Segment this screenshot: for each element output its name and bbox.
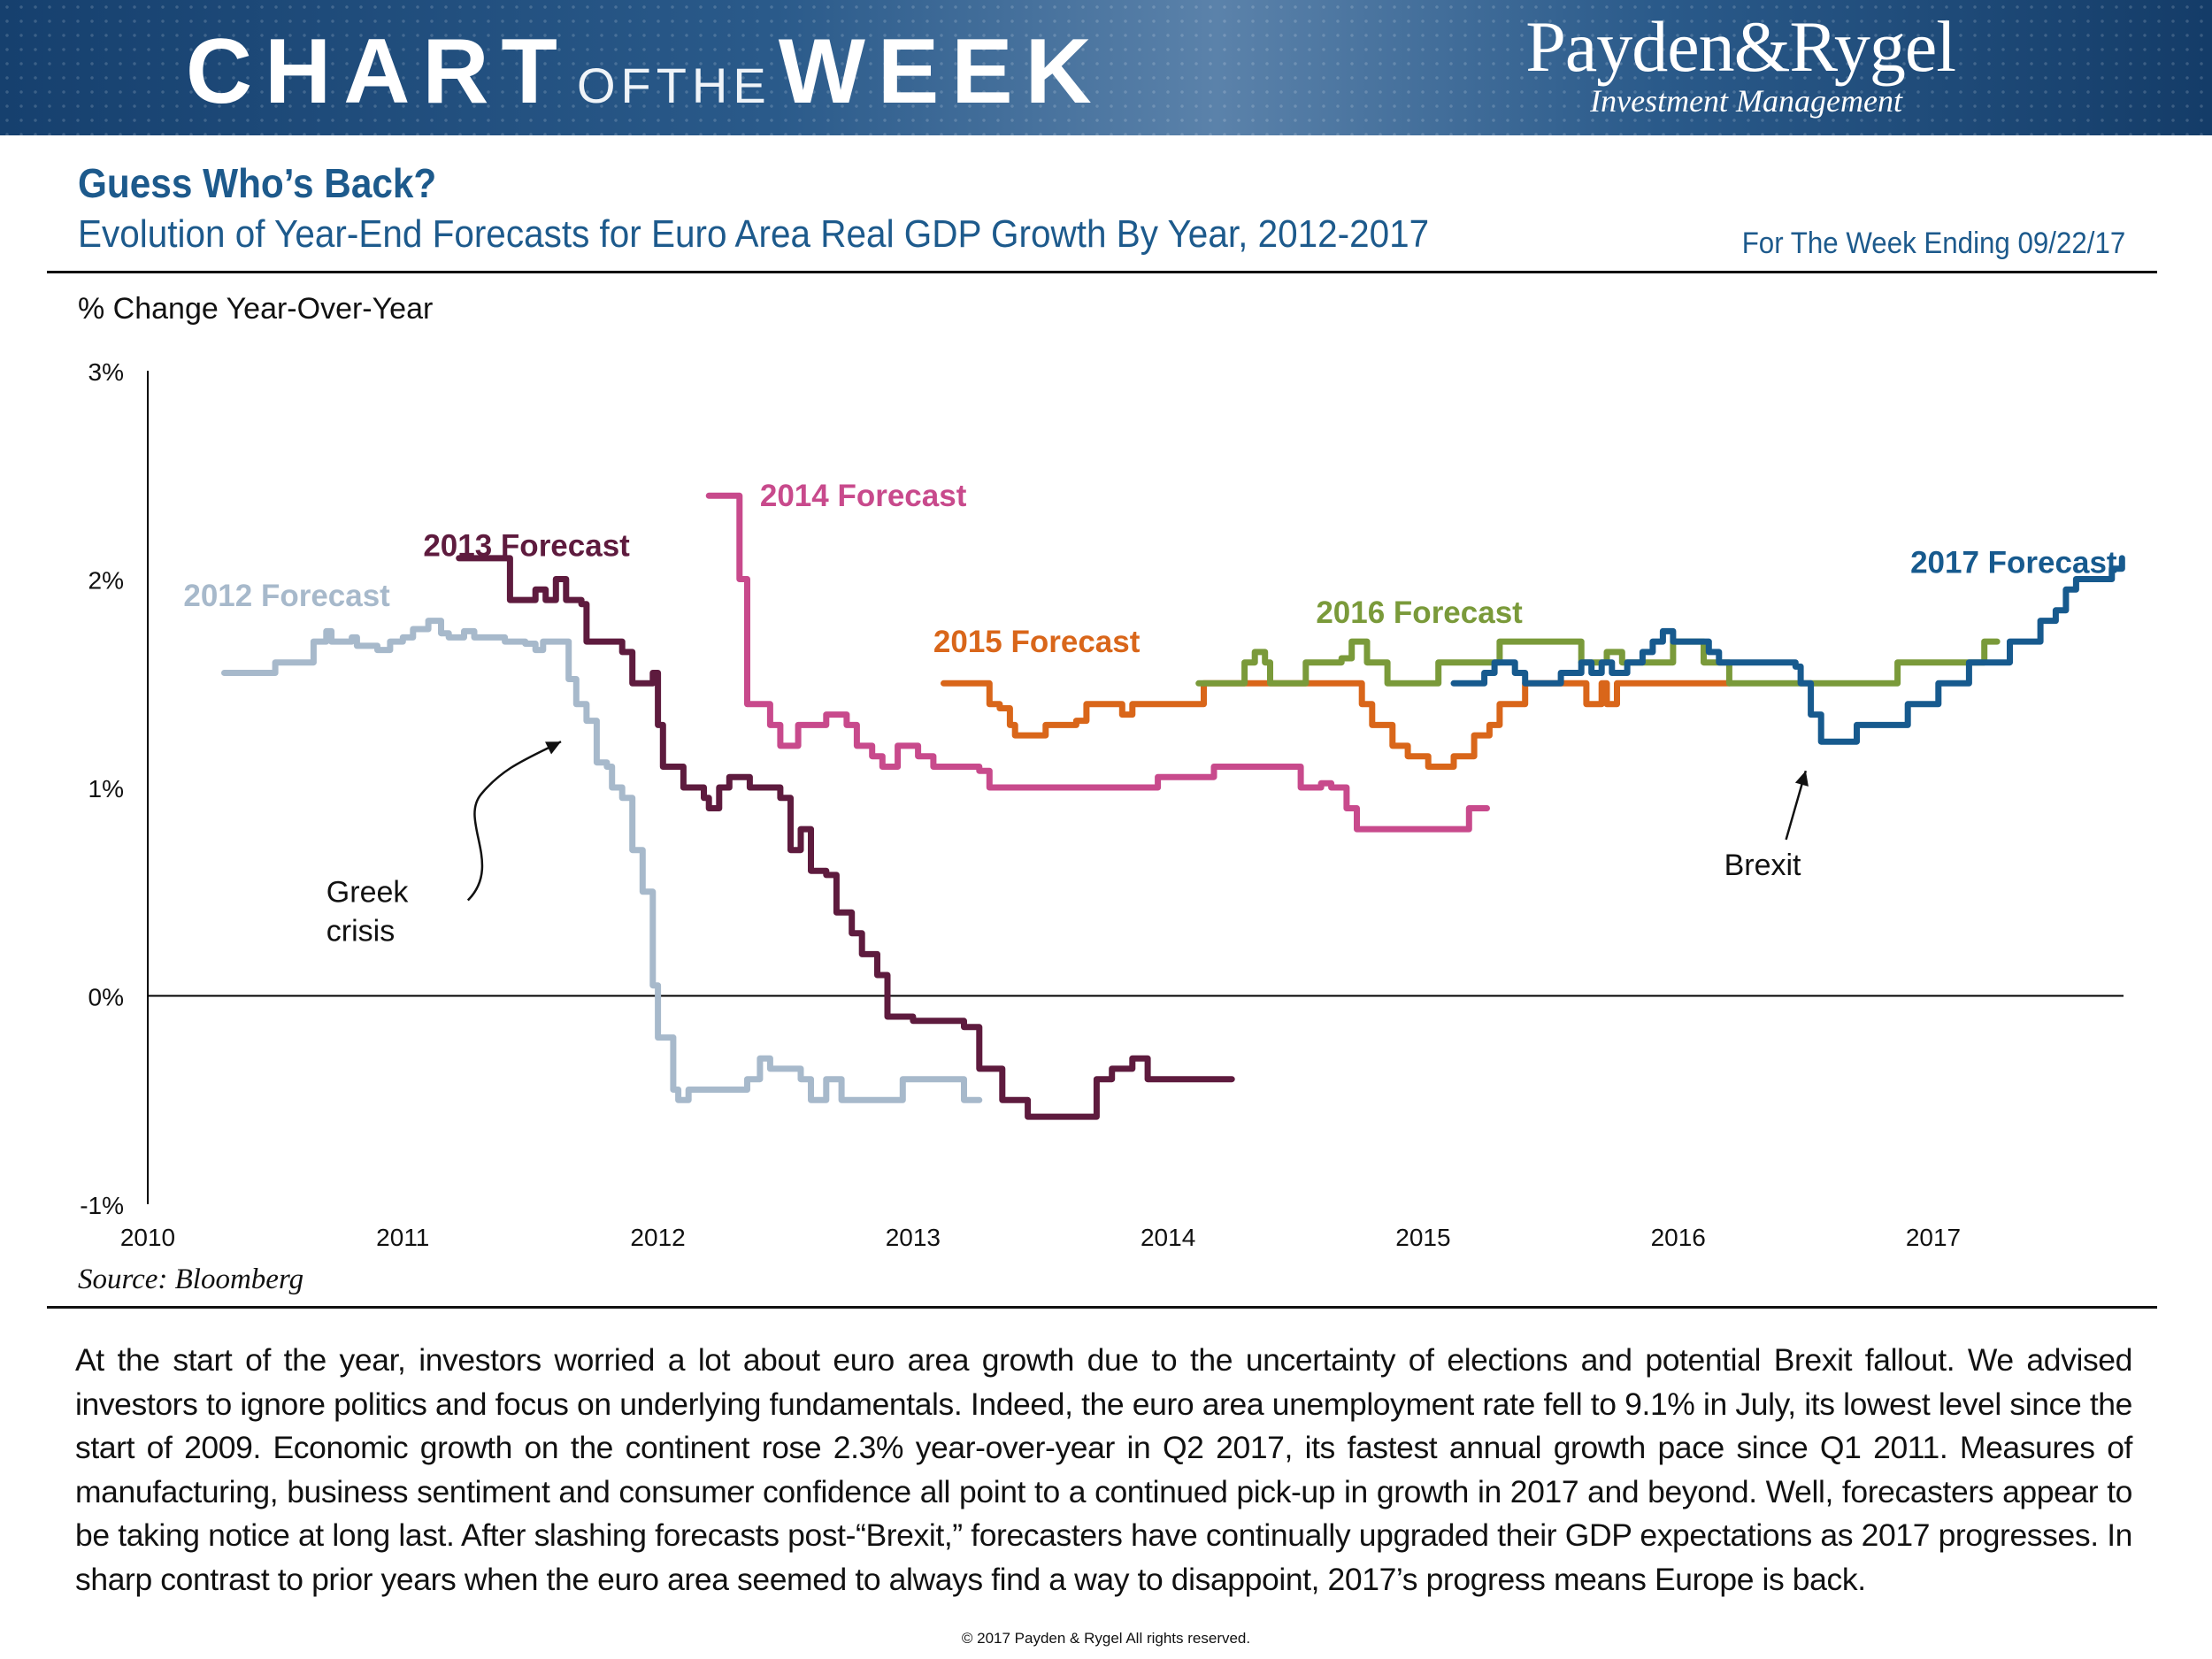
commentary-text: At the start of the year, investors worr…: [75, 1342, 2132, 1597]
x-tick-label: 2014: [1141, 1224, 1195, 1251]
series-label: 2014 Forecast: [760, 479, 967, 513]
x-tick-label: 2011: [376, 1224, 429, 1251]
source-note: Source: Bloomberg: [78, 1263, 304, 1295]
series-label: 2013 Forecast: [423, 529, 630, 564]
annotation-arrowhead: [1794, 771, 1809, 787]
chart-of-the-week-logo: CHART OFTHE WEEK: [186, 19, 1104, 123]
bottom-divider: [47, 1306, 2157, 1309]
week-ending: For The Week Ending 09/22/17: [1741, 227, 2125, 260]
top-divider: [47, 271, 2157, 273]
x-tick-label: 2015: [1395, 1224, 1450, 1251]
x-tick-label: 2017: [1906, 1224, 1961, 1251]
logo-week: WEEK: [778, 20, 1104, 123]
chart: 3% 2% 1% 0% -1% 2010 2011 2012 2013 2014 2015 2016 2…: [80, 358, 2125, 1251]
series-line-2012-forecast: [221, 618, 983, 1103]
series-line-2016-forecast: [1195, 638, 2001, 687]
y-tick-label: 3%: [88, 358, 124, 386]
series-label: 2015 Forecast: [933, 625, 1141, 659]
annotation-arrowhead: [545, 741, 562, 755]
logo-name: Payden&Rygel: [1525, 6, 1956, 87]
annotation-text: Greek: [326, 876, 410, 910]
series-line-2014-forecast: [705, 492, 1490, 833]
x-tick-label: 2016: [1651, 1224, 1706, 1251]
y-tick-label: -1%: [80, 1192, 124, 1219]
y-tick-label: 0%: [88, 984, 124, 1011]
logo-chart: CHART: [186, 20, 570, 123]
chart-series: [221, 492, 2125, 1120]
annotation-text: crisis: [326, 915, 395, 949]
logo-subtitle: Investment Management: [1590, 83, 1902, 119]
banner-texture: [0, 0, 2212, 135]
annotation-arrow: [466, 741, 562, 902]
logo-ofthe: OFTHE: [576, 58, 772, 113]
x-tick-label: 2012: [630, 1224, 685, 1251]
x-tick-label: 2013: [886, 1224, 941, 1251]
series-line-2013-forecast: [456, 555, 1235, 1120]
banner: CHART OFTHE WEEK Payden&Rygel Investment…: [0, 0, 2212, 135]
chart-annotations: Greek crisis Brexit: [326, 741, 1809, 949]
chart-labels: 2012 Forecast 2013 Forecast 2014 Forecast 2…: [183, 479, 2117, 659]
chart-axes: 3% 2% 1% 0% -1% 2010 2011 2012 2013 2014 2015 2016 2…: [80, 358, 2124, 1251]
x-tick-label: 2010: [120, 1224, 175, 1251]
series-line-2015-forecast: [941, 680, 1732, 770]
payden-rygel-logo: Payden&Rygel Investment Management: [1525, 6, 1956, 119]
y-tick-label: 1%: [88, 775, 124, 803]
series-line-2017-forecast: [1450, 555, 2125, 745]
y-tick-label: 2%: [88, 567, 124, 595]
y-axis-label: % Change Year-Over-Year: [78, 292, 434, 326]
series-label: 2016 Forecast: [1316, 595, 1523, 630]
page-title: Guess Who’s Back?: [78, 160, 437, 206]
copyright: © 2017 Payden & Rygel All rights reserve…: [961, 1630, 1251, 1647]
annotation-text: Brexit: [1724, 849, 1801, 882]
series-label: 2012 Forecast: [183, 579, 390, 613]
page-subtitle: Evolution of Year-End Forecasts for Euro…: [78, 212, 1430, 256]
series-label: 2017 Forecast: [1910, 545, 2117, 580]
